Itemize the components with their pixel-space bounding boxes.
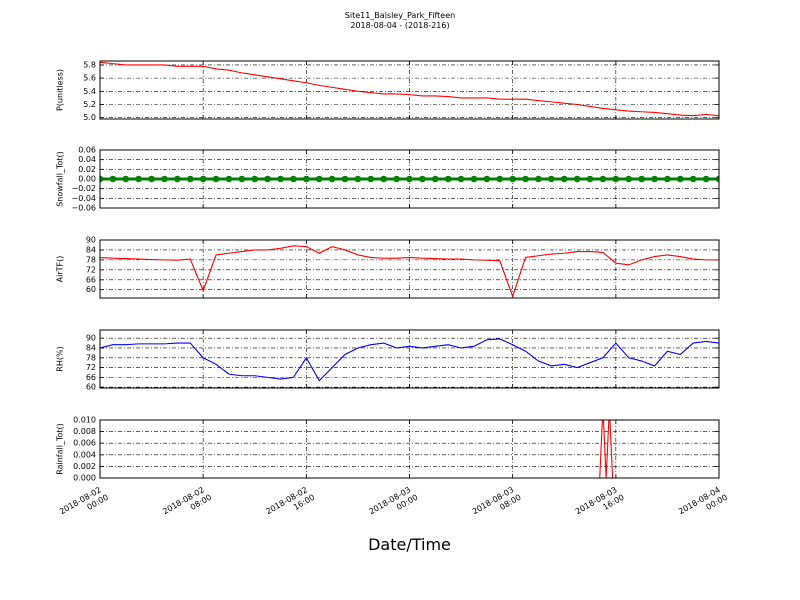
y-axis-label: Snowfall_Tot() [56,151,65,207]
series-marker [638,175,645,183]
series-marker [290,175,297,183]
series-marker [444,175,452,183]
y-tick-label: 72 [86,265,96,274]
y-tick-label: 90 [86,334,96,343]
series-marker [548,175,555,183]
series-marker [303,175,310,183]
series-marker [664,175,671,183]
axes-frame [99,239,720,299]
axes-frame [99,419,720,479]
y-tick-label: 0.02 [78,165,96,174]
chart-title: Site11_Baisley_Park_Fifteen [345,11,455,20]
y-tick-label: 5.0 [83,113,96,122]
y-tick-label: −0.02 [71,184,96,193]
y-tick-label: 0.04 [78,155,96,164]
y-tick-label: 0.008 [73,427,96,436]
series-marker [715,175,719,183]
y-tick-label: 72 [86,363,96,372]
y-tick-label: 0.06 [78,146,96,155]
series-marker [702,175,710,183]
series-line [100,61,719,117]
series-marker [341,175,349,183]
series-marker [174,175,181,183]
x-axis-label: Date/Time [368,535,451,554]
y-tick-label: −0.06 [71,204,96,213]
series-marker [135,175,142,183]
series-marker [277,175,284,183]
y-tick-label: 0.00 [78,175,96,184]
series-marker [393,175,400,183]
series-marker [199,175,207,183]
series-marker [109,175,117,183]
series-marker [470,175,478,183]
series-marker [315,175,323,183]
series-marker [599,175,607,183]
y-tick-label: 0.002 [73,462,96,471]
series-marker [354,175,362,183]
axes-frame [99,60,720,120]
axes-frame [99,149,720,209]
series-marker [186,175,194,183]
series-line [100,245,719,298]
y-axis-label: Rainfall_Tot() [56,423,65,475]
series-marker [148,175,155,183]
y-tick-label: 90 [86,236,96,245]
y-tick-label: 5.2 [83,100,96,109]
series-marker [496,175,504,183]
axes-frame [99,329,720,389]
y-tick-label: 66 [86,275,96,284]
y-tick-label: 78 [86,353,96,362]
y-tick-label: −0.04 [71,194,96,203]
series-marker [612,175,620,183]
y-axis-label: P(unitless) [56,69,65,111]
series-marker [457,175,465,183]
series-marker [509,175,516,183]
series-marker [264,175,271,183]
series-marker [212,175,220,183]
series-marker [225,175,233,183]
y-tick-label: 0.004 [73,450,96,459]
chart-subtitle: 2018-08-04 - (2018-216) [350,21,449,30]
y-tick-label: 60 [86,383,96,392]
series-marker [535,175,542,183]
series-marker [238,175,246,183]
series-marker [406,175,413,183]
y-tick-label: 78 [86,255,96,264]
y-tick-label: 5.8 [83,60,96,69]
series-marker [677,175,684,183]
y-axis-label: RH(%) [56,346,65,371]
y-tick-label: 84 [86,245,96,254]
series-marker [161,175,168,183]
series-marker [328,175,336,183]
series-marker [560,175,568,183]
series-marker [367,175,375,183]
y-tick-label: 5.6 [83,74,96,83]
series-marker [122,175,130,183]
series-marker [419,175,426,183]
series-marker [573,175,581,183]
series-marker [431,175,439,183]
y-tick-label: 66 [86,373,96,382]
series-marker [483,175,491,183]
series-marker [522,175,529,183]
series-marker [689,175,697,183]
series-marker [625,175,633,183]
y-tick-label: 0.010 [73,416,96,425]
series-marker [586,175,594,183]
y-tick-label: 84 [86,343,96,352]
y-tick-label: 5.4 [83,87,96,96]
series-marker [251,175,259,183]
series-marker [380,175,388,183]
series-marker [100,175,104,183]
series-line [100,338,719,382]
y-tick-label: 60 [86,285,96,294]
y-tick-label: 0.000 [73,474,96,483]
y-tick-label: 0.006 [73,439,96,448]
series-marker [651,175,658,183]
y-axis-label: AirTF() [56,256,65,283]
